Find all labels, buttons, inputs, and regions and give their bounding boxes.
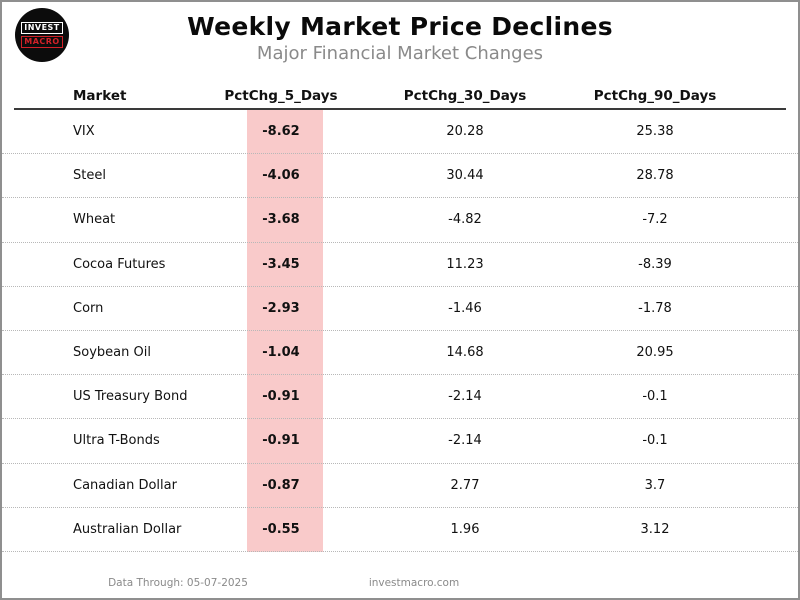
- market-cell: Steel: [73, 168, 106, 184]
- pct5-cell: -4.06: [262, 168, 300, 184]
- pct5-cell: -0.87: [262, 477, 300, 493]
- pct90-cell: -0.1: [642, 433, 668, 449]
- column-header-pctchg-30-days: PctChg_30_Days: [403, 88, 527, 104]
- logo-macro-text: MACRO: [21, 36, 63, 48]
- pct5-cell: -8.62: [262, 124, 300, 139]
- market-cell: Soybean Oil: [73, 344, 151, 360]
- pct90-cell: -7.2: [642, 212, 668, 228]
- pct30-cell: 30.44: [446, 168, 484, 184]
- pct5-cell: -3.45: [262, 256, 300, 272]
- pct5-cell: -0.55: [262, 521, 300, 537]
- pct30-cell: 11.23: [446, 256, 484, 272]
- pct30-cell: -4.82: [448, 212, 482, 228]
- header-divider: [14, 108, 786, 110]
- pct30-cell: -2.14: [448, 389, 482, 405]
- pct90-cell: -1.78: [638, 300, 672, 316]
- page-title: Weekly Market Price Declines: [187, 12, 613, 41]
- market-cell: Cocoa Futures: [73, 256, 166, 272]
- table-row: Cocoa Futures -3.45 11.23 -8.39: [2, 243, 798, 287]
- table-row: Steel -4.06 30.44 28.78: [2, 154, 798, 199]
- market-cell: Australian Dollar: [73, 521, 182, 537]
- highlight-column: [247, 110, 323, 552]
- pct5-cell: -1.04: [262, 344, 300, 360]
- table-row: US Treasury Bond -0.91 -2.14 -0.1: [2, 375, 798, 420]
- pct5-cell: -2.93: [262, 300, 300, 316]
- table-body: VIX -8.62 20.28 25.38 Steel -4.06 30.44 …: [2, 110, 798, 552]
- pct5-cell: -0.91: [262, 433, 300, 449]
- pct90-cell: 25.38: [636, 124, 674, 139]
- market-cell: VIX: [73, 124, 95, 139]
- pct90-cell: 20.95: [636, 344, 674, 360]
- pct90-cell: -0.1: [642, 389, 668, 405]
- pct5-cell: -0.91: [262, 389, 300, 405]
- table-row: Soybean Oil -1.04 14.68 20.95: [2, 331, 798, 376]
- pct30-cell: -2.14: [448, 433, 482, 449]
- pct5-cell: -3.68: [262, 212, 300, 228]
- website-label: investmacro.com: [368, 577, 460, 589]
- column-header-pctchg-5-days: PctChg_5_Days: [224, 88, 338, 104]
- table-row: Wheat -3.68 -4.82 -7.2: [2, 198, 798, 243]
- pct90-cell: 3.7: [644, 477, 666, 493]
- market-cell: Corn: [73, 300, 104, 316]
- pct90-cell: 3.12: [640, 521, 670, 537]
- pct30-cell: 20.28: [446, 124, 484, 139]
- pct30-cell: 2.77: [450, 477, 480, 493]
- table-row: Corn -2.93 -1.46 -1.78: [2, 287, 798, 331]
- table-row: Ultra T-Bonds -0.91 -2.14 -0.1: [2, 419, 798, 464]
- table-header: Market PctChg_5_Days PctChg_30_Days PctC…: [2, 84, 798, 108]
- pct90-cell: -8.39: [638, 256, 672, 272]
- pct30-cell: 1.96: [450, 521, 480, 537]
- table-row: VIX -8.62 20.28 25.38: [2, 110, 798, 155]
- page-subtitle: Major Financial Market Changes: [256, 43, 544, 64]
- market-cell: US Treasury Bond: [73, 389, 188, 405]
- column-header-market: Market: [73, 88, 127, 104]
- pct30-cell: -1.46: [448, 300, 482, 316]
- pct90-cell: 28.78: [636, 168, 674, 184]
- column-header-pctchg-90-days: PctChg_90_Days: [593, 88, 717, 104]
- data-through-label: Data Through: 05-07-2025: [108, 577, 248, 589]
- pct30-cell: 14.68: [446, 344, 484, 360]
- market-cell: Canadian Dollar: [73, 477, 177, 493]
- logo-invest-text: INVEST: [21, 22, 63, 34]
- market-cell: Wheat: [73, 212, 116, 228]
- table-row: Canadian Dollar -0.87 2.77 3.7: [2, 464, 798, 508]
- table-row: Australian Dollar -0.55 1.96 3.12: [2, 508, 798, 552]
- investmacro-logo: INVEST MACRO: [15, 8, 69, 62]
- market-cell: Ultra T-Bonds: [73, 433, 160, 449]
